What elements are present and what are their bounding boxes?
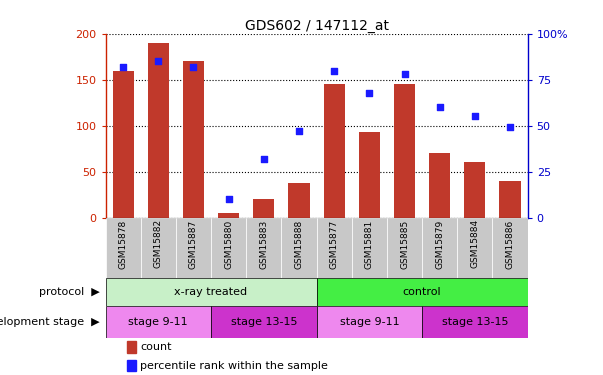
Bar: [429, 153, 450, 218]
Text: GSM15886: GSM15886: [505, 219, 514, 268]
Bar: [457, 217, 493, 278]
Bar: [127, 360, 136, 371]
Bar: [317, 278, 528, 306]
Point: [364, 90, 374, 96]
Point: [224, 196, 233, 202]
Text: stage 9-11: stage 9-11: [128, 316, 188, 327]
Bar: [464, 162, 485, 218]
Bar: [422, 217, 457, 278]
Text: GSM15888: GSM15888: [294, 219, 303, 268]
Bar: [211, 306, 317, 338]
Point: [189, 64, 198, 70]
Bar: [282, 217, 317, 278]
Point: [435, 104, 444, 110]
Point: [294, 128, 304, 134]
Bar: [176, 217, 211, 278]
Bar: [106, 217, 140, 278]
Text: percentile rank within the sample: percentile rank within the sample: [140, 361, 328, 370]
Text: GSM15885: GSM15885: [400, 219, 409, 268]
Text: protocol  ▶: protocol ▶: [39, 286, 99, 297]
Text: GSM15883: GSM15883: [259, 219, 268, 268]
Bar: [493, 217, 528, 278]
Bar: [106, 306, 211, 338]
Text: count: count: [140, 342, 172, 352]
Point: [470, 113, 480, 119]
Bar: [218, 213, 239, 217]
Point: [505, 124, 515, 130]
Bar: [394, 84, 415, 218]
Bar: [148, 43, 169, 218]
Text: GSM15884: GSM15884: [470, 219, 479, 268]
Bar: [253, 199, 274, 217]
Text: GSM15879: GSM15879: [435, 219, 444, 268]
Text: GSM15877: GSM15877: [330, 219, 339, 268]
Bar: [183, 62, 204, 217]
Bar: [359, 132, 380, 218]
Point: [118, 64, 128, 70]
Text: stage 13-15: stage 13-15: [441, 316, 508, 327]
Text: GSM15881: GSM15881: [365, 219, 374, 268]
Text: stage 13-15: stage 13-15: [230, 316, 297, 327]
Bar: [211, 217, 246, 278]
Bar: [317, 217, 352, 278]
Bar: [317, 306, 422, 338]
Point: [153, 58, 163, 64]
Bar: [288, 183, 309, 218]
Bar: [106, 278, 317, 306]
Bar: [499, 181, 520, 218]
Bar: [352, 217, 387, 278]
Bar: [324, 84, 345, 218]
Point: [259, 156, 269, 162]
Text: GSM15887: GSM15887: [189, 219, 198, 268]
Bar: [422, 306, 528, 338]
Text: x-ray treated: x-ray treated: [174, 286, 248, 297]
Title: GDS602 / 147112_at: GDS602 / 147112_at: [245, 19, 388, 33]
Point: [329, 68, 339, 74]
Bar: [127, 341, 136, 352]
Text: control: control: [403, 286, 441, 297]
Bar: [387, 217, 422, 278]
Bar: [246, 217, 282, 278]
Text: development stage  ▶: development stage ▶: [0, 316, 99, 327]
Text: GSM15880: GSM15880: [224, 219, 233, 268]
Bar: [113, 70, 134, 217]
Text: GSM15882: GSM15882: [154, 219, 163, 268]
Text: stage 9-11: stage 9-11: [339, 316, 399, 327]
Text: GSM15878: GSM15878: [119, 219, 128, 268]
Bar: [140, 217, 176, 278]
Point: [400, 71, 409, 77]
